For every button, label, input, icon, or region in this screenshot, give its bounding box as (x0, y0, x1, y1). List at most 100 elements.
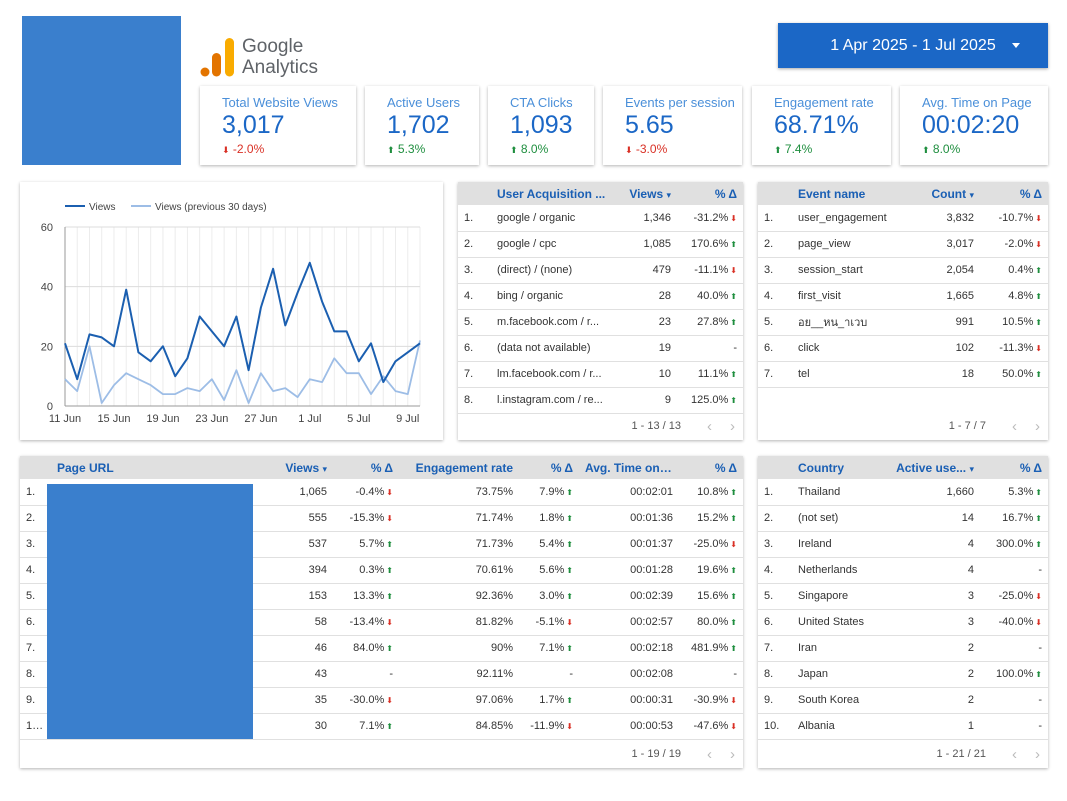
avg-time-value: 00:02:01 (579, 479, 679, 506)
table-row[interactable]: 4. bing / organic 28 40.0% ⬆ (458, 283, 743, 310)
delta-value: 7.9% (539, 485, 565, 498)
prev-page-icon[interactable]: ‹ (707, 745, 712, 763)
sort-desc-icon: ▾ (322, 463, 327, 474)
header-views-label: Views (629, 186, 664, 201)
avg-time-value: 00:02:39 (579, 583, 679, 610)
y-tick-label: 60 (41, 222, 53, 234)
header-views-delta[interactable]: % Δ (333, 456, 399, 479)
delta-value: - (569, 668, 573, 680)
event-name-table: Event name Count ▾ % Δ 1. user_engagement… (758, 182, 1048, 440)
header-active-users[interactable]: Active use... ▾ (882, 456, 980, 479)
x-tick-label: 23 Jun (195, 413, 228, 425)
pagination: 1 - 19 / 19 ‹ › (20, 740, 743, 768)
row-index: 7. (758, 635, 792, 662)
table-row[interactable]: 9. South Korea 2 - (758, 687, 1048, 714)
arrow-up-icon: ⬆ (566, 540, 573, 549)
next-page-icon[interactable]: › (730, 417, 735, 435)
engagement-value: 81.82% (399, 609, 519, 636)
table-row[interactable]: 1. user_engagement 3,832 -10.7% ⬇ (758, 205, 1048, 232)
table-row[interactable]: 1. Thailand 1,660 5.3% ⬆ (758, 479, 1048, 506)
table-row[interactable]: 7. lm.facebook.com / r... 10 11.1% ⬆ (458, 361, 743, 388)
table-row[interactable]: 6. United States 3 -40.0% ⬇ (758, 609, 1048, 636)
logo-text-analytics: Analytics (242, 57, 319, 78)
next-page-icon[interactable]: › (1035, 417, 1040, 435)
delta-cell: -15.3% ⬇ (333, 505, 399, 532)
next-page-icon[interactable]: › (1035, 745, 1040, 763)
row-index: 2. (20, 505, 47, 532)
table-row[interactable]: 10. Albania 1 - (758, 713, 1048, 740)
header-avg-time[interactable]: Avg. Time on Page (579, 456, 679, 479)
header-page-url[interactable]: Page URL (47, 456, 253, 479)
table-row[interactable]: 3. (direct) / (none) 479 -11.1% ⬇ (458, 257, 743, 284)
table-row[interactable]: 7. tel 18 50.0% ⬆ (758, 361, 1048, 388)
header-count[interactable]: Count ▾ (916, 182, 980, 205)
header-delta[interactable]: % Δ (677, 182, 743, 205)
arrow-up-icon: ⬆ (566, 566, 573, 575)
table-row[interactable]: 5. อย__หน_าเวบ 991 10.5% ⬆ (758, 309, 1048, 336)
date-range-label: 1 Apr 2025 - 1 Jul 2025 (830, 36, 996, 54)
table-row[interactable]: 2. (not set) 14 16.7% ⬆ (758, 505, 1048, 532)
prev-page-icon[interactable]: ‹ (707, 417, 712, 435)
row-index: 9. (20, 687, 47, 714)
arrow-up-icon: ⬆ (730, 487, 737, 497)
header-country[interactable]: Country (792, 456, 882, 479)
arrow-up-icon: ⬆ (1035, 514, 1042, 523)
table-row[interactable]: 2. page_view 3,017 -2.0% ⬇ (758, 231, 1048, 258)
prev-page-icon[interactable]: ‹ (1012, 417, 1017, 435)
table-row[interactable]: 8. Japan 2 100.0% ⬆ (758, 661, 1048, 688)
x-tick-label: 27 Jun (244, 413, 277, 425)
delta-value: 100.0% (995, 668, 1034, 680)
table-row[interactable]: 6. click 102 -11.3% ⬇ (758, 335, 1048, 362)
delta-value: - (733, 668, 737, 680)
avg-time-value: 00:01:28 (579, 557, 679, 584)
table-row[interactable]: 10. 30 7.1% ⬆ 84.85% -11.9% ⬇ 00:00:53 -47.6% ⬇ (20, 713, 743, 740)
delta-cell: - (677, 335, 743, 362)
table-row[interactable]: 4. Netherlands 4 - (758, 557, 1048, 584)
kpi-value: 3,017 (222, 111, 285, 139)
prev-page-icon[interactable]: ‹ (1012, 745, 1017, 763)
x-tick-label: 19 Jun (146, 413, 179, 425)
header-user-acquisition[interactable]: User Acquisition ... (491, 182, 614, 205)
delta-cell: 300.0% ⬆ (980, 531, 1048, 558)
table-row[interactable]: 6. (data not available) 19 - (458, 335, 743, 362)
table-row[interactable]: 3. Ireland 4 300.0% ⬆ (758, 531, 1048, 558)
views-value: 1,346 (614, 205, 677, 232)
header-views[interactable]: Views ▾ (253, 456, 333, 479)
table-row[interactable]: 5. Singapore 3 -25.0% ⬇ (758, 583, 1048, 610)
date-range-picker[interactable]: 1 Apr 2025 - 1 Jul 2025 (778, 23, 1048, 68)
kpi-delta-value: 8.0% (520, 142, 549, 156)
table-row[interactable]: 5. m.facebook.com / r... 23 27.8% ⬆ (458, 309, 743, 336)
delta-value: 5.3% (1008, 485, 1034, 498)
pagination: 1 - 13 / 13 ‹ › (458, 412, 743, 440)
delta-value: 4.8% (1008, 290, 1034, 302)
delta-cell: -30.9% ⬇ (679, 687, 743, 714)
table-row[interactable]: 8. l.instagram.com / re... 9 125.0% ⬆ (458, 387, 743, 414)
header-engagement-rate[interactable]: Engagement rate (399, 456, 519, 479)
kpi-delta: ⬇ -2.0% (222, 142, 356, 156)
delta-cell: 4.8% ⬆ (980, 283, 1048, 310)
count-value: 102 (916, 335, 980, 362)
delta-value: 1.7% (539, 694, 565, 706)
delta-cell: 40.0% ⬆ (677, 283, 743, 310)
table-row[interactable]: 2. google / cpc 1,085 170.6% ⬆ (458, 231, 743, 258)
header-delta[interactable]: % Δ (980, 182, 1048, 205)
header-event-name[interactable]: Event name (792, 182, 916, 205)
header-time-delta[interactable]: % Δ (679, 456, 743, 479)
table-row[interactable]: 3. session_start 2,054 0.4% ⬆ (758, 257, 1048, 284)
header-views[interactable]: Views ▾ (614, 182, 677, 205)
header-delta[interactable]: % Δ (980, 456, 1048, 479)
table-row[interactable]: 7. Iran 2 - (758, 635, 1048, 662)
header-engagement-delta[interactable]: % Δ (519, 456, 579, 479)
active-users-value: 4 (882, 557, 980, 584)
delta-value: -15.3% (349, 512, 385, 524)
table-row[interactable]: 4. first_visit 1,665 4.8% ⬆ (758, 283, 1048, 310)
table-row[interactable]: 1. google / organic 1,346 -31.2% ⬇ (458, 205, 743, 232)
country-table: Country Active use... ▾ % Δ 1. Thailand 1,… (758, 456, 1048, 768)
next-page-icon[interactable]: › (730, 745, 735, 763)
header-index (458, 182, 491, 205)
kpi-delta-value: 7.4% (784, 142, 813, 156)
row-index: 6. (458, 335, 491, 362)
pagination-count: 1 - 7 / 7 (948, 420, 986, 432)
engagement-value: 71.74% (399, 505, 519, 532)
arrow-up-icon: ⬆ (730, 240, 737, 249)
